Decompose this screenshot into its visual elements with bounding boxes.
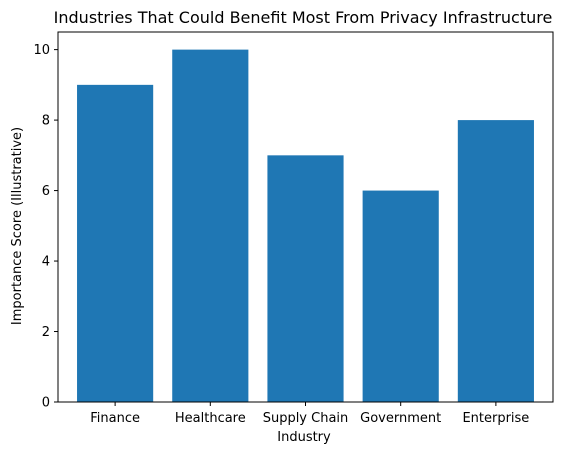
x-tick-label: Finance <box>90 411 140 426</box>
x-tick-label: Enterprise <box>462 411 529 426</box>
bar-finance <box>77 84 154 402</box>
plot-frame <box>57 31 554 403</box>
bar-government <box>362 190 439 402</box>
bar-healthcare <box>172 49 249 402</box>
y-tick-label: 2 <box>42 325 50 340</box>
chart-title: Industries That Could Benefit Most From … <box>54 8 553 27</box>
bar-supply-chain <box>267 155 344 402</box>
x-axis-ticks: Finance Healthcare Supply Chain Government E… <box>90 402 529 426</box>
bars-group <box>77 49 534 402</box>
y-tick-label: 10 <box>33 43 50 58</box>
y-axis-ticks: 0 2 4 6 8 10 <box>33 43 58 411</box>
y-tick-label: 0 <box>42 396 50 411</box>
x-tick-label: Government <box>360 411 441 426</box>
x-axis-label: Industry <box>277 430 331 445</box>
y-axis-label: Importance Score (Illustrative) <box>10 127 25 325</box>
x-tick-label: Supply Chain <box>263 411 349 426</box>
y-tick-label: 8 <box>42 114 50 129</box>
y-tick-label: 4 <box>42 255 50 270</box>
bar-enterprise <box>457 120 534 402</box>
y-tick-label: 6 <box>42 184 50 199</box>
x-tick-label: Healthcare <box>175 411 246 426</box>
